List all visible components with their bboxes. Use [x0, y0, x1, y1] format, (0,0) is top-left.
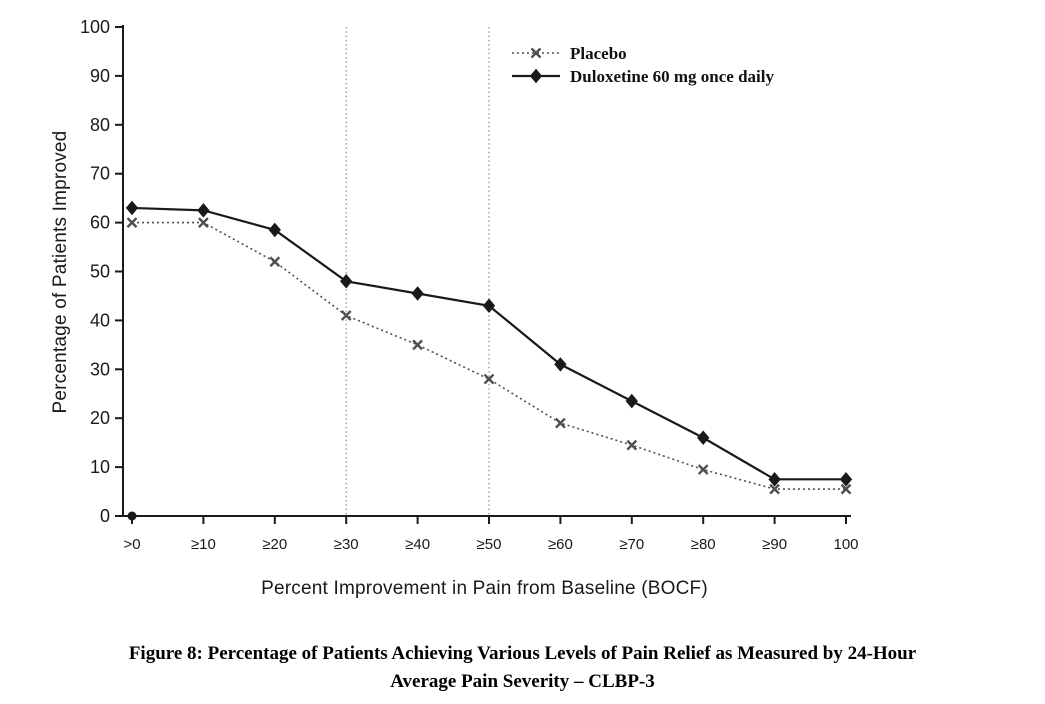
x-marker: [530, 47, 542, 59]
chart-area: 0 10 20 30 40 50 60 70 80 90 100 >0 ≥10 ≥20 ≥30 ≥40 ≥50 ≥…: [50, 17, 859, 599]
diamond-marker: [411, 286, 424, 301]
diamond-marker: [625, 393, 638, 409]
x-tick-label: >0: [123, 536, 140, 553]
y-tick-label: 70: [90, 164, 110, 184]
diamond-marker: [482, 298, 496, 314]
series-placebo: [126, 217, 852, 495]
x-marker: [340, 310, 352, 321]
diamond-marker: [529, 68, 543, 84]
legend-label: Placebo: [570, 44, 627, 63]
diamond-marker: [340, 274, 353, 289]
x-marker: [840, 483, 852, 495]
x-axis-title: Percent Improvement in Pain from Baselin…: [261, 578, 708, 599]
x-tick-label: ≥40: [405, 536, 430, 553]
y-tick-label: 10: [90, 457, 110, 477]
y-tick-label: 50: [90, 262, 110, 282]
x-tick-label: ≥30: [334, 536, 359, 553]
diamond-marker: [125, 200, 139, 216]
series-line: [131, 206, 846, 481]
x-tick-label: 100: [833, 536, 858, 553]
x-marker: [697, 464, 709, 475]
series-line: [132, 221, 846, 490]
diamond-marker: [197, 203, 210, 218]
y-tick-label: 60: [90, 213, 110, 233]
y-tick-label: 0: [100, 506, 110, 526]
figure-caption-line2: Average Pain Severity – CLBP-3: [390, 670, 655, 692]
diamond-marker: [268, 222, 281, 238]
x-marker: [198, 217, 209, 228]
x-marker: [126, 217, 138, 228]
y-tick-label: 20: [90, 408, 110, 428]
x-marker: [626, 439, 638, 451]
line-chart: 0 10 20 30 40 50 60 70 80 90 100 >0 ≥10 ≥20 ≥30 ≥40 ≥50 ≥…: [80, 17, 859, 553]
y-tick-label: 40: [90, 310, 110, 330]
legend-label: Duloxetine 60 mg once daily: [570, 67, 774, 86]
x-tick-label: ≥10: [191, 536, 216, 553]
series-duloxetine: [125, 200, 853, 487]
x-marker: [412, 339, 423, 351]
x-tick-label: ≥70: [619, 536, 644, 553]
x-tick-label: ≥60: [548, 536, 573, 553]
diamond-marker: [554, 357, 567, 372]
x-marker: [269, 256, 281, 268]
y-tick-label: 90: [90, 66, 110, 86]
diamond-marker: [768, 472, 781, 487]
x-marker: [555, 417, 566, 429]
legend: Placebo Duloxetine 60 mg once daily: [512, 44, 774, 86]
x-tick-label: ≥20: [262, 536, 287, 553]
origin-point: [127, 511, 137, 521]
y-tick-label: 100: [80, 17, 110, 37]
diamond-marker: [697, 430, 710, 446]
y-tick-label: 30: [90, 359, 110, 379]
figure-caption-line1: Figure 8: Percentage of Patients Achievi…: [128, 643, 917, 664]
x-tick-label: ≥80: [691, 536, 716, 553]
x-marker: [769, 483, 780, 495]
y-axis-title: Percentage of Patients Improved: [50, 130, 71, 414]
figure-caption: Figure 8: Percentage of Patients Achievi…: [0, 640, 1045, 695]
diamond-marker: [839, 472, 853, 487]
x-tick-label: ≥50: [477, 536, 502, 553]
x-tick-label: ≥90: [762, 536, 787, 553]
x-marker: [483, 373, 495, 385]
y-tick-label: 80: [90, 115, 110, 135]
